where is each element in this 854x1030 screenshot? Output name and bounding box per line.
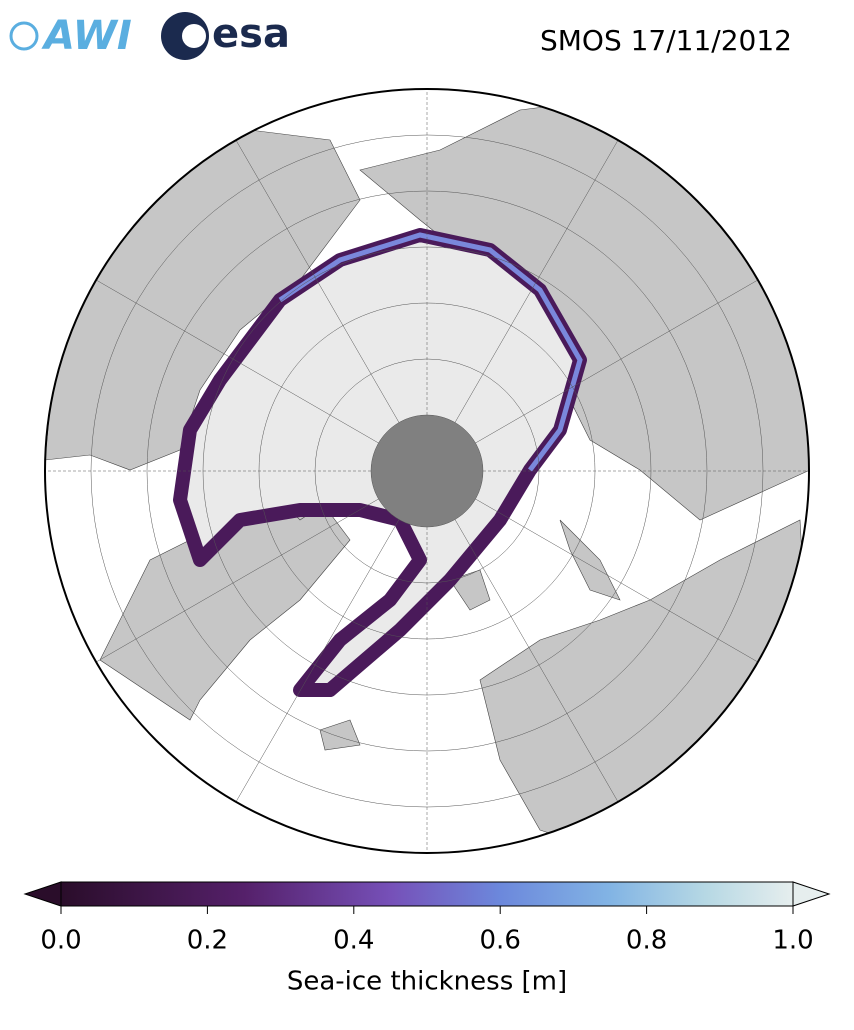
meridian (226, 124, 400, 423)
colorbar-tick-label: 0.4 (333, 926, 374, 956)
colorbar-tick-label: 0.8 (626, 926, 667, 956)
meridian (475, 270, 774, 444)
meridian (80, 270, 379, 444)
colorbar-tick-label: 0.0 (40, 926, 81, 956)
esa-logo-text: esa (212, 11, 290, 57)
colorbar-extend-high (792, 881, 831, 907)
colorbar-tick-label: 1.0 (772, 926, 813, 956)
colorbar-ramp (60, 881, 794, 907)
awi-logo: AWI (9, 13, 132, 59)
pole-hole (371, 415, 483, 527)
awi-logo-text: AWI (41, 13, 132, 59)
meridian (454, 519, 628, 818)
thin-ice-edge (278, 232, 583, 472)
colorbar: 0.0 0.2 0.4 0.6 0.8 1.0 (23, 881, 831, 956)
colorbar-tick-label: 0.6 (480, 926, 521, 956)
colorbar-tick-label: 0.2 (187, 926, 228, 956)
meridian (475, 498, 774, 672)
logo-ring (9, 21, 39, 51)
colorbar-extend-low (23, 881, 62, 907)
colorbar-label: Sea-ice thickness [m] (287, 967, 567, 997)
graticule (45, 89, 809, 853)
map-boundary (44, 88, 810, 854)
map (45, 89, 809, 853)
latitude-circle (146, 190, 708, 752)
map-title: SMOS 17/11/2012 (540, 24, 792, 57)
meridian (80, 498, 379, 672)
meridian (454, 124, 628, 423)
esa-logo: esa (161, 11, 290, 60)
esa-emblem-inner (182, 24, 206, 48)
meridian (226, 519, 400, 818)
